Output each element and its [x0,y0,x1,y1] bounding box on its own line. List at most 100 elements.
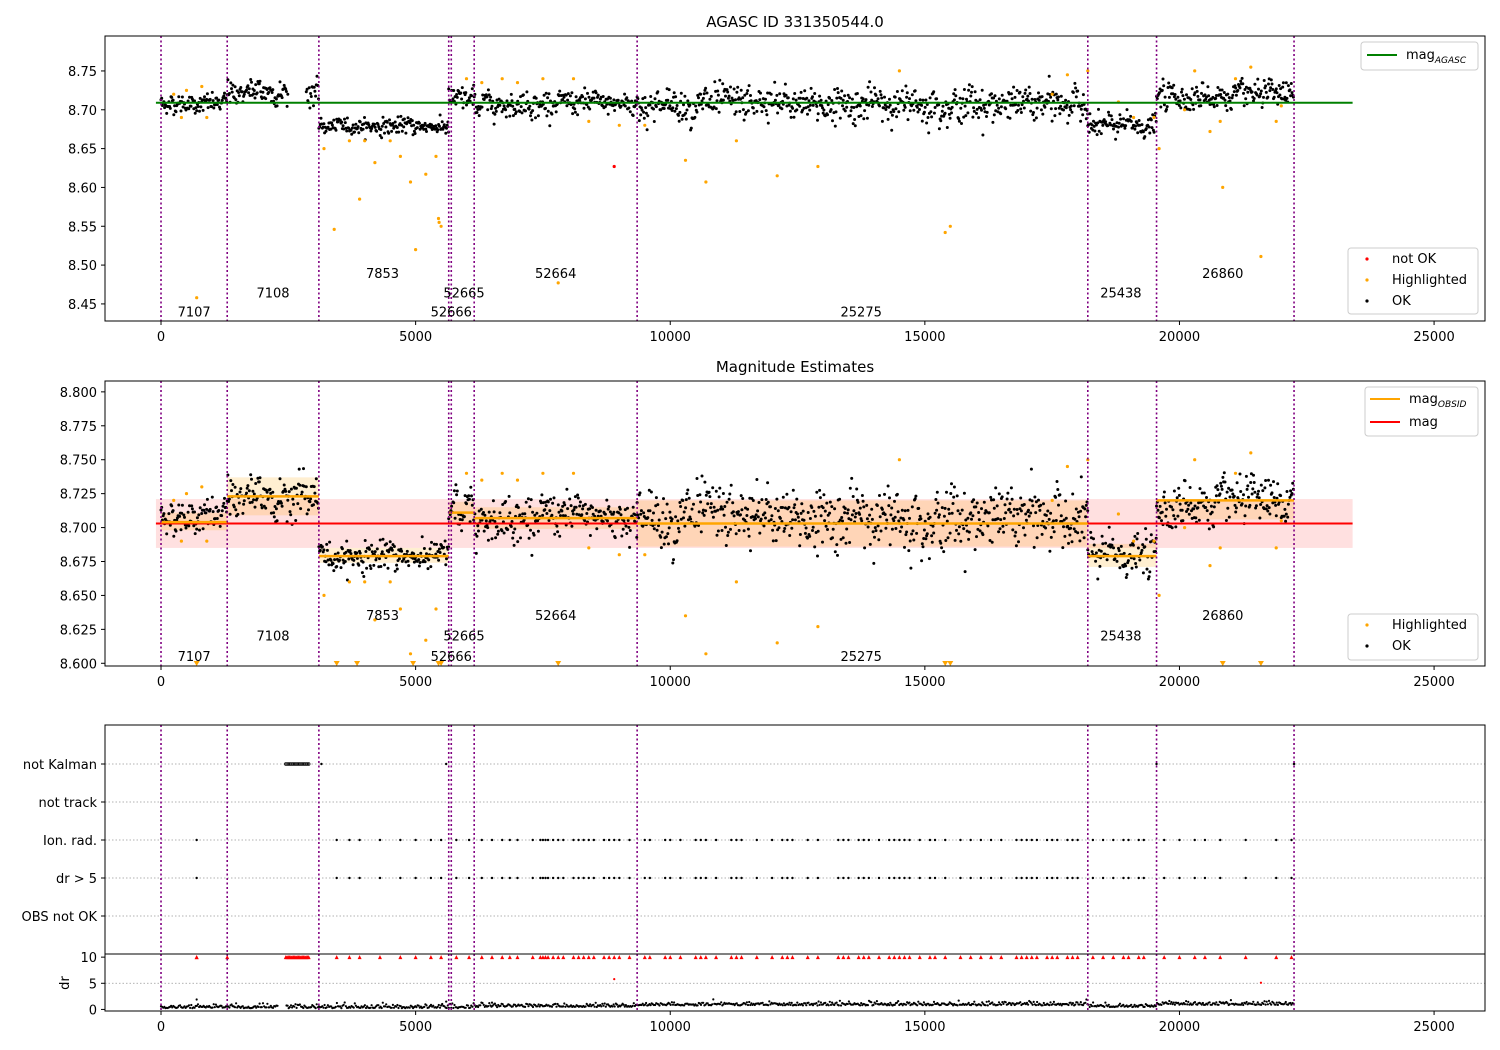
dr-point [875,1000,879,1003]
ok-point [687,496,691,500]
panel-estimates: Magnitude Estimates 71077108785352665526… [60,358,1486,690]
ok-point [1090,123,1094,127]
ok-point [1267,82,1270,86]
obsid-label: 52665 [443,629,484,644]
flag-point [1275,838,1278,842]
ok-point [654,496,658,500]
ok-point [312,85,316,89]
ok-point [1185,93,1188,97]
ok-point [494,106,498,110]
ok-point [368,564,372,568]
dr-point [445,1000,448,1003]
ok-point [438,113,442,117]
dr-point [323,1003,326,1007]
ok-point [809,86,813,90]
dr-point [838,999,842,1002]
ok-point [174,529,178,533]
ok-point [1180,90,1183,94]
ok-point [635,535,639,539]
ok-point [1111,537,1115,541]
ok-point [555,524,559,528]
ok-point [1078,539,1082,543]
dr-clipped-marker [647,955,652,960]
flag-point [1112,838,1115,842]
ok-point [1028,92,1032,95]
ok-point [1063,534,1067,538]
highlighted-point [816,625,820,629]
dr-point [991,1001,994,1004]
ok-point [479,507,483,511]
ok-point [887,504,891,508]
dr-point [1251,1002,1254,1006]
ok-point [1160,88,1164,92]
ok-point [289,513,293,517]
ok-point [775,93,779,97]
ok-point [1182,97,1186,101]
ok-point [1241,82,1245,86]
ok-point [273,505,277,508]
ok-point [1205,509,1209,513]
ok-point [1274,514,1278,518]
ok-point [482,529,486,533]
dr-point [1228,1003,1231,1006]
ok-point [799,90,803,94]
ok-point [888,496,891,500]
ok-point [573,107,577,111]
dr-clipped-marker [892,955,897,960]
ok-point [1092,124,1096,128]
dr-clipped-marker [612,955,617,960]
ok-point [1234,86,1238,90]
ok-point [648,103,652,107]
ok-point [628,529,632,532]
ok-point [1207,527,1211,531]
flag-point [1025,838,1028,842]
flag-point [613,876,616,880]
ok-point [496,532,500,536]
ok-point [1133,534,1137,538]
ok-point [969,94,973,98]
ok-point [460,86,464,90]
ok-point [1050,119,1054,123]
ok-point [923,105,927,109]
ok-point [889,513,893,517]
ok-point [1170,505,1173,509]
ok-point [839,537,843,541]
dr-point [712,998,715,1001]
ok-point [424,127,428,131]
ok-point [1176,95,1180,99]
ok-point [791,488,795,492]
ok-point [543,508,547,512]
ok-point [1032,545,1036,549]
ok-point [603,105,607,109]
ok-point [765,113,769,117]
dr-clipped-marker [958,955,963,960]
ok-point [813,545,817,549]
ok-point [740,508,744,512]
dr-point [1241,1002,1244,1005]
dr-point [482,1003,485,1007]
ok-point [1157,516,1161,520]
ok-point [162,512,166,516]
ok-point [869,90,873,94]
ok-point [1264,479,1268,482]
dr-point [718,1003,722,1006]
ok-point [657,518,661,522]
ok-point [566,92,570,96]
ok-point [620,534,624,538]
ok-point [233,85,237,89]
obsid-label: 25438 [1100,629,1141,644]
ok-point [937,127,941,131]
ok-point [737,529,741,532]
dr-point [1200,1003,1203,1006]
dr-point [860,1002,863,1005]
ok-point [846,511,849,515]
highlighted-point [515,478,520,482]
ok-point [509,525,513,528]
ok-point [267,91,271,94]
dr-point [343,1001,346,1004]
flag-point [669,838,672,842]
dr-point [391,1003,394,1007]
dr-clipped-marker [1055,955,1060,960]
ok-point [465,502,468,506]
ok-point [230,489,233,493]
